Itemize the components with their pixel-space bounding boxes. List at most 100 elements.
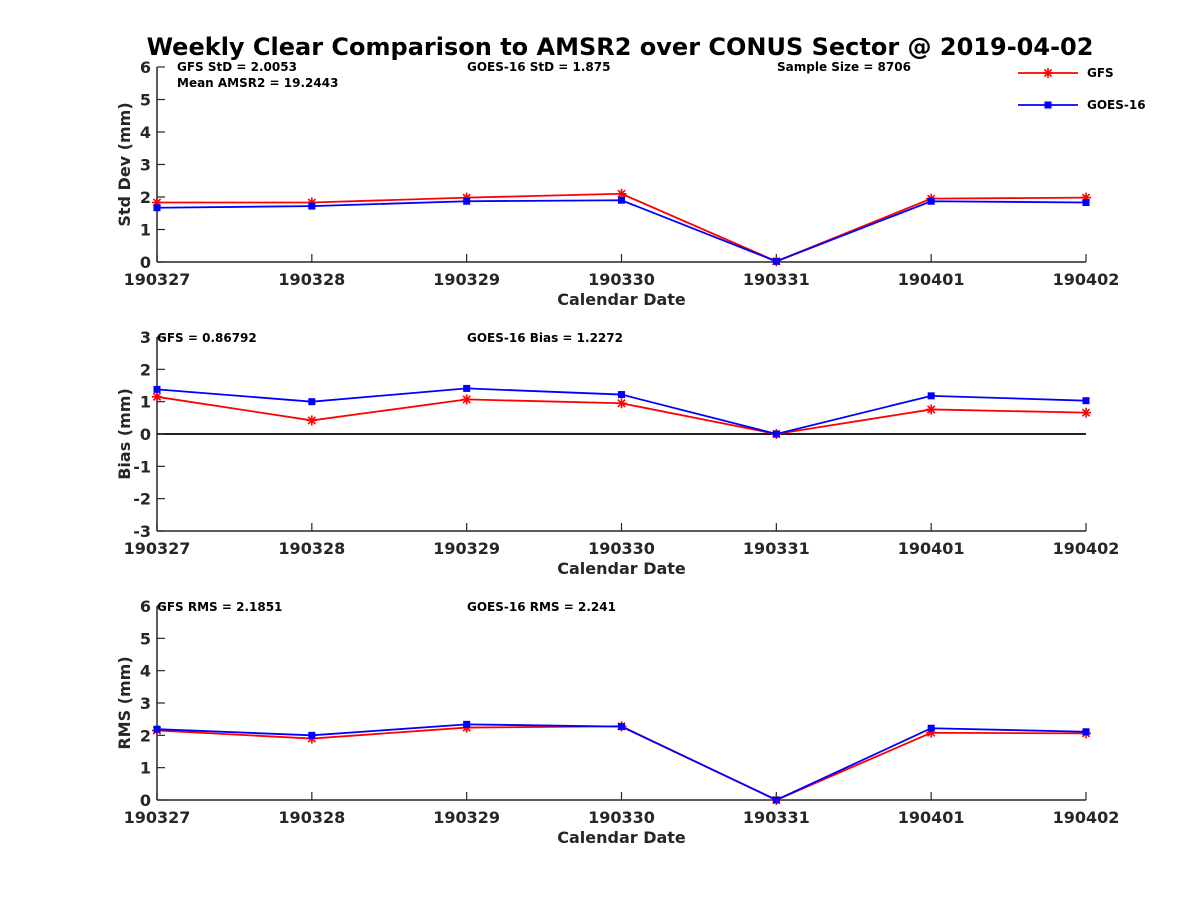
- data-point: [772, 257, 780, 265]
- legend: GFS GOES-16: [1018, 66, 1146, 112]
- y-tick-label: -1: [133, 457, 151, 476]
- figure-title: Weekly Clear Comparison to AMSR2 over CO…: [147, 33, 1094, 61]
- stat-annotation: GFS RMS = 2.1851: [157, 600, 282, 614]
- data-point: [926, 404, 937, 415]
- data-point: [927, 197, 935, 205]
- stat-annotation: Mean AMSR2 = 19.2443: [177, 76, 338, 90]
- chart-panels: 0 1 2 3 4 5 6 190327 190328 190329 190330 190331 190…: [115, 58, 1119, 847]
- y-tick-label: 4: [140, 662, 151, 681]
- legend-marker: [1043, 68, 1053, 78]
- y-tick-label: 0: [140, 253, 151, 272]
- x-tick-label: 190327: [124, 270, 191, 289]
- data-point: [772, 430, 780, 438]
- chart-panel-1: 0 1 2 3 4 5 6 190327 190328 190329 190330 190331 190…: [115, 58, 1119, 309]
- series-line: [156, 199, 1087, 263]
- stat-annotation: GFS = 0.86792: [157, 331, 257, 345]
- y-tick-label: 6: [140, 58, 151, 77]
- x-tick-label: 190331: [743, 539, 810, 558]
- series-line: [156, 725, 1087, 801]
- stat-annotation: GFS StD = 2.0053: [177, 60, 297, 74]
- data-point: [1082, 728, 1090, 736]
- legend-label: GFS: [1087, 66, 1114, 80]
- data-point: [308, 202, 316, 210]
- series-gfs: [152, 391, 1091, 439]
- x-tick-label: 190331: [743, 270, 810, 289]
- data-point: [461, 394, 472, 405]
- x-tick-label: 190328: [278, 539, 345, 558]
- stat-annotation: GOES-16 Bias = 1.2272: [467, 331, 623, 345]
- data-point: [153, 725, 161, 733]
- legend-item-goes-16: GOES-16: [1018, 98, 1146, 112]
- series-goes-16: [153, 384, 1090, 438]
- x-axis-label: Calendar Date: [557, 828, 686, 847]
- data-point: [153, 204, 161, 212]
- y-tick-label: 2: [140, 188, 151, 207]
- y-tick-label: 5: [140, 629, 151, 648]
- legend-item-gfs: GFS: [1018, 66, 1114, 80]
- x-tick-label: 190330: [588, 270, 655, 289]
- x-tick-label: 190401: [898, 539, 965, 558]
- data-point: [463, 384, 471, 392]
- series-goes-16: [153, 196, 1090, 265]
- chart-panel-3: 0 1 2 3 4 5 6 190327 190328 190329 190330 190331 190…: [115, 597, 1119, 847]
- y-tick-label: 5: [140, 91, 151, 110]
- x-tick-label: 190329: [433, 539, 500, 558]
- y-tick-label: 4: [140, 123, 151, 142]
- y-tick-label: -3: [133, 522, 151, 541]
- y-tick-label: 0: [140, 791, 151, 810]
- x-tick-label: 190329: [433, 270, 500, 289]
- x-tick-label: 190328: [278, 808, 345, 827]
- data-point: [618, 723, 625, 731]
- y-tick-label: -2: [133, 490, 151, 509]
- x-tick-label: 190402: [1053, 808, 1120, 827]
- x-tick-label: 190327: [124, 808, 191, 827]
- data-point: [306, 415, 317, 426]
- x-tick-label: 190331: [743, 808, 810, 827]
- x-tick-label: 190328: [278, 270, 345, 289]
- y-axis-label: Std Dev (mm): [115, 102, 134, 226]
- stat-annotation: Sample Size = 8706: [777, 60, 911, 74]
- data-point: [308, 398, 316, 406]
- y-tick-label: 1: [140, 393, 151, 412]
- legend-marker: [1044, 101, 1052, 109]
- stat-annotation: GOES-16 StD = 1.875: [467, 60, 610, 74]
- data-point: [616, 398, 627, 409]
- y-tick-label: 0: [140, 425, 151, 444]
- data-point: [153, 385, 161, 393]
- y-tick-label: 2: [140, 360, 151, 379]
- series-line: [157, 192, 1087, 263]
- data-point: [463, 720, 471, 728]
- x-axis-label: Calendar Date: [557, 559, 686, 578]
- series-line: [156, 723, 1087, 801]
- x-tick-label: 190402: [1053, 539, 1120, 558]
- chart-panel-2: -3 -2 -1 0 1 2 3 190327 190328 190329 190330 190331…: [115, 328, 1119, 578]
- data-point: [1082, 397, 1090, 405]
- data-point: [1082, 199, 1090, 207]
- y-tick-label: 1: [140, 221, 151, 240]
- x-tick-label: 190327: [124, 539, 191, 558]
- legend-label: GOES-16: [1087, 98, 1146, 112]
- x-tick-label: 190401: [898, 808, 965, 827]
- x-tick-label: 190401: [898, 270, 965, 289]
- y-tick-label: 6: [140, 597, 151, 616]
- x-tick-label: 190330: [588, 808, 655, 827]
- x-axis-label: Calendar Date: [557, 290, 686, 309]
- data-point: [1081, 407, 1091, 418]
- y-tick-label: 3: [140, 328, 151, 347]
- data-point: [308, 731, 316, 739]
- x-tick-label: 190330: [588, 539, 655, 558]
- series-goes-16: [153, 720, 1090, 804]
- y-axis-label: RMS (mm): [115, 656, 134, 749]
- data-point: [618, 391, 625, 399]
- x-tick-label: 190402: [1053, 270, 1120, 289]
- data-point: [927, 724, 935, 732]
- data-point: [618, 196, 625, 204]
- y-tick-label: 3: [140, 694, 151, 713]
- data-point: [772, 796, 780, 804]
- data-point: [152, 391, 162, 402]
- x-tick-label: 190329: [433, 808, 500, 827]
- data-point: [927, 392, 935, 400]
- stat-annotation: GOES-16 RMS = 2.241: [467, 600, 616, 614]
- data-point: [463, 197, 471, 205]
